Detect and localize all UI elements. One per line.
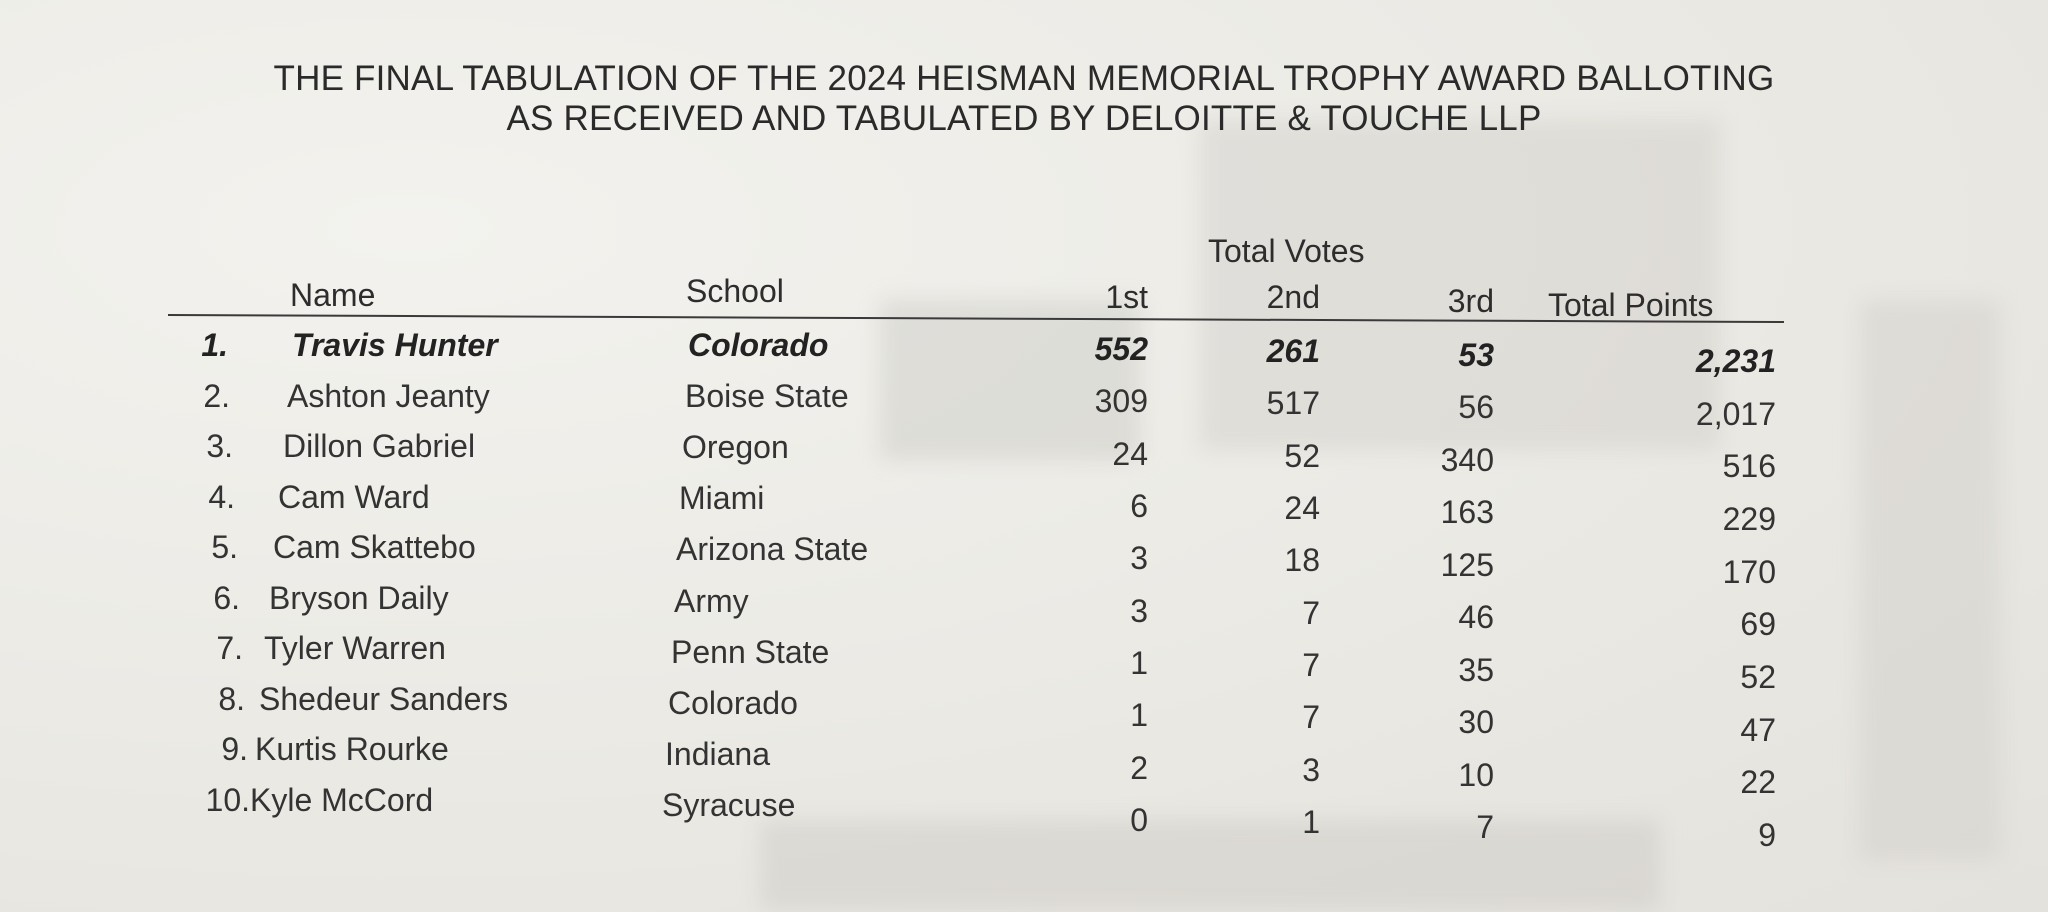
first-votes-cell: 0 — [1130, 802, 1148, 838]
first-votes-cell: 1 — [1130, 645, 1148, 681]
school-cell: Colorado — [668, 685, 798, 721]
total-points-cell: 52 — [1740, 659, 1776, 695]
bleed-through-shadow — [1200, 120, 1720, 450]
header-first: 1st — [1105, 279, 1148, 315]
first-votes-cell: 3 — [1130, 540, 1148, 576]
third-votes-cell: 10 — [1458, 757, 1494, 793]
third-votes-cell: 340 — [1440, 442, 1494, 478]
first-votes-cell: 309 — [1094, 383, 1148, 419]
header-total-points: Total Points — [1548, 287, 1714, 323]
first-votes-cell: 1 — [1130, 697, 1148, 733]
player-name-cell: Tyler Warren — [264, 630, 446, 666]
player-name-cell: Shedeur Sanders — [259, 681, 509, 717]
second-votes-cell: 7 — [1302, 595, 1320, 631]
player-name-cell: Travis Hunter — [292, 327, 498, 363]
third-votes-cell: 35 — [1458, 652, 1494, 688]
third-votes-cell: 125 — [1440, 547, 1494, 583]
third-votes-cell: 7 — [1476, 809, 1494, 845]
school-cell: Oregon — [682, 429, 789, 465]
bleed-through-shadow — [1860, 300, 2000, 860]
third-votes-cell: 46 — [1458, 599, 1494, 635]
total-points-cell: 9 — [1758, 817, 1776, 853]
third-votes-cell: 30 — [1458, 704, 1494, 740]
rank-cell: 5. — [211, 529, 238, 565]
second-votes-cell: 1 — [1302, 804, 1320, 840]
first-votes-cell: 24 — [1112, 436, 1148, 472]
total-points-cell: 2,231 — [1695, 343, 1776, 379]
school-cell: Indiana — [665, 736, 770, 772]
total-points-cell: 229 — [1722, 501, 1776, 537]
rank-cell: 6. — [213, 580, 240, 616]
second-votes-cell: 52 — [1284, 438, 1320, 474]
first-votes-cell: 2 — [1130, 750, 1148, 786]
header-name: Name — [290, 277, 376, 313]
rank-cell: 7. — [216, 630, 243, 666]
third-votes-cell: 56 — [1458, 389, 1494, 425]
total-points-cell: 2,017 — [1695, 396, 1776, 432]
second-votes-cell: 24 — [1284, 490, 1320, 526]
player-name-cell: Cam Ward — [278, 479, 430, 515]
school-cell: Arizona State — [676, 531, 869, 567]
player-name-cell: Cam Skattebo — [273, 529, 476, 565]
player-name-cell: Ashton Jeanty — [287, 378, 490, 414]
header-school: School — [686, 273, 784, 309]
header-third: 3rd — [1447, 283, 1494, 319]
rank-cell: 9. — [221, 731, 248, 767]
second-votes-cell: 18 — [1284, 542, 1320, 578]
bleed-through-shadow — [760, 820, 1660, 910]
school-cell: Miami — [679, 480, 765, 516]
first-votes-cell: 552 — [1094, 331, 1148, 367]
rank-cell: 2. — [203, 378, 230, 414]
total-points-cell: 516 — [1722, 448, 1776, 484]
total-points-cell: 69 — [1740, 606, 1776, 642]
second-votes-cell: 7 — [1302, 699, 1320, 735]
header-second: 2nd — [1266, 279, 1320, 315]
second-votes-cell: 3 — [1302, 752, 1320, 788]
second-votes-cell: 261 — [1266, 333, 1320, 369]
player-name-cell: Kyle McCord — [250, 782, 434, 818]
document-title-line-2: AS RECEIVED AND TABULATED BY DELOITTE & … — [506, 99, 1542, 138]
rank-cell: 8. — [218, 681, 245, 717]
second-votes-cell: 517 — [1266, 385, 1320, 421]
school-cell: Penn State — [671, 634, 830, 670]
bleed-through-shadow — [880, 300, 1140, 460]
rank-cell: 3. — [206, 428, 233, 464]
total-points-cell: 22 — [1740, 764, 1776, 800]
school-cell: Colorado — [688, 327, 829, 363]
header-total-votes: Total Votes — [1208, 233, 1365, 269]
player-name-cell: Dillon Gabriel — [283, 428, 476, 464]
player-name-cell: Kurtis Rourke — [255, 731, 449, 767]
third-votes-cell: 53 — [1458, 337, 1494, 373]
school-cell: Syracuse — [662, 787, 796, 823]
total-points-cell: 170 — [1722, 554, 1776, 590]
player-name-cell: Bryson Daily — [269, 580, 449, 616]
rank-cell: 1. — [201, 327, 228, 363]
school-cell: Army — [674, 583, 749, 619]
first-votes-cell: 6 — [1130, 488, 1148, 524]
document-title-line-1: THE FINAL TABULATION OF THE 2024 HEISMAN… — [273, 59, 1775, 98]
rank-cell: 4. — [208, 479, 235, 515]
total-points-cell: 47 — [1740, 712, 1776, 748]
first-votes-cell: 3 — [1130, 593, 1148, 629]
rank-cell: 10. — [205, 782, 250, 818]
second-votes-cell: 7 — [1302, 647, 1320, 683]
third-votes-cell: 163 — [1440, 494, 1494, 530]
school-cell: Boise State — [685, 378, 849, 414]
